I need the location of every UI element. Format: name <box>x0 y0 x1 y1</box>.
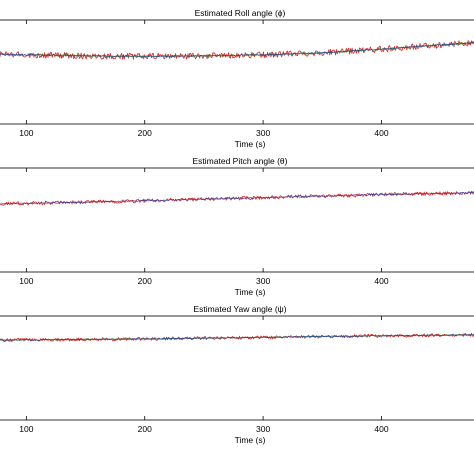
roll-xtick-label-400: 400 <box>374 128 388 138</box>
roll-xtick-label-300: 300 <box>256 128 270 138</box>
roll-panel: Estimated Roll angle (ϕ) 100 200 300 400 Time… <box>0 8 474 149</box>
pitch-xlabel: Time (s) <box>235 287 266 297</box>
pitch-xtick-label-300: 300 <box>256 276 270 286</box>
pitch-xtick-label-400: 400 <box>374 276 388 286</box>
yaw-xtick-label-400: 400 <box>374 424 388 434</box>
yaw-xtick-label-300: 300 <box>256 424 270 434</box>
pitch-axes-frame <box>0 167 474 273</box>
pitch-panel: Estimated Pitch angle (θ) 100 200 300 400 Tim… <box>0 156 474 297</box>
yaw-axes-frame <box>0 315 474 421</box>
roll-xtick-label-200: 200 <box>138 128 152 138</box>
pitch-title: Estimated Pitch angle (θ) <box>193 156 288 166</box>
roll-title: Estimated Roll angle (ϕ) <box>195 8 286 18</box>
yaw-xtick-label-100: 100 <box>19 424 33 434</box>
yaw-panel: Estimated Yaw angle (ψ) 100 200 300 400 Time … <box>0 304 474 445</box>
roll-series-0-line <box>0 40 474 60</box>
yaw-xlabel: Time (s) <box>235 435 266 445</box>
roll-axes-frame <box>0 19 474 125</box>
pitch-xtick-label-100: 100 <box>19 276 33 286</box>
roll-series-2-line <box>0 42 474 58</box>
yaw-xtick-label-200: 200 <box>138 424 152 434</box>
yaw-series-2-line <box>0 334 474 341</box>
yaw-title: Estimated Yaw angle (ψ) <box>193 304 286 314</box>
pitch-xtick-label-200: 200 <box>138 276 152 286</box>
roll-xlabel: Time (s) <box>235 139 266 149</box>
pitch-series-0-line <box>0 190 474 206</box>
roll-xtick-label-100: 100 <box>19 128 33 138</box>
pitch-series-1-line <box>0 191 474 205</box>
